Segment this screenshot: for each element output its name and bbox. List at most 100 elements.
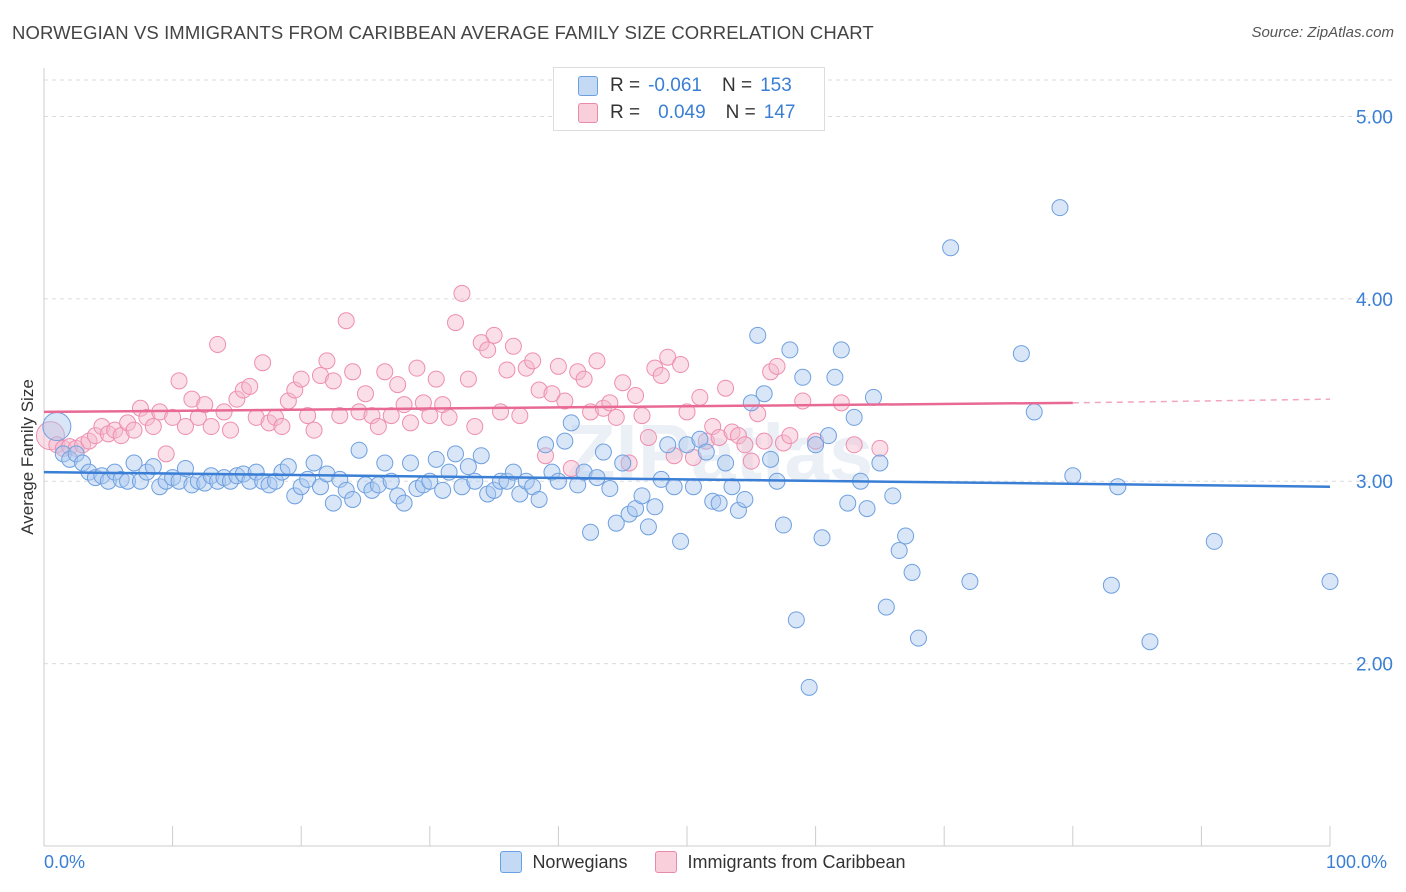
point-norwegians bbox=[1205, 532, 1223, 550]
point-caribbean bbox=[202, 418, 220, 436]
point-norwegians bbox=[794, 368, 812, 386]
trend-line-caribbean-extension bbox=[1072, 398, 1331, 404]
point-caribbean bbox=[395, 396, 413, 414]
r-value: -0.061 bbox=[648, 75, 702, 96]
point-norwegians bbox=[1025, 403, 1043, 421]
point-norwegians bbox=[549, 472, 567, 490]
point-caribbean bbox=[614, 374, 632, 392]
point-norwegians bbox=[839, 494, 857, 512]
point-norwegians bbox=[884, 487, 902, 505]
point-caribbean bbox=[562, 459, 580, 477]
y-tick-labels: 2.00 3.00 4.00 5.00 bbox=[1356, 107, 1393, 675]
point-norwegians bbox=[125, 454, 143, 472]
point-caribbean bbox=[369, 418, 387, 436]
point-norwegians bbox=[337, 481, 355, 499]
point-caribbean bbox=[86, 427, 104, 445]
point-caribbean bbox=[311, 366, 329, 384]
point-caribbean bbox=[305, 421, 323, 439]
point-caribbean bbox=[331, 407, 349, 425]
point-norwegians bbox=[434, 481, 452, 499]
point-norwegians bbox=[684, 478, 702, 496]
point-caribbean bbox=[652, 366, 670, 384]
point-norwegians bbox=[800, 678, 818, 696]
point-norwegians bbox=[961, 573, 979, 591]
point-norwegians bbox=[864, 388, 882, 406]
point-caribbean bbox=[691, 388, 709, 406]
point-norwegians bbox=[67, 445, 85, 463]
point-caribbean bbox=[871, 439, 889, 457]
point-norwegians bbox=[601, 480, 619, 498]
point-caribbean bbox=[421, 407, 439, 425]
legend-item-caribbean: Immigrants from Caribbean bbox=[655, 851, 906, 873]
chart-title: NORWEGIAN VS IMMIGRANTS FROM CARIBBEAN A… bbox=[12, 22, 874, 43]
point-norwegians bbox=[543, 463, 561, 481]
point-norwegians bbox=[787, 611, 805, 629]
point-norwegians bbox=[710, 494, 728, 512]
point-caribbean bbox=[241, 377, 259, 395]
point-norwegians bbox=[819, 427, 837, 445]
point-norwegians bbox=[447, 445, 465, 463]
point-caribbean bbox=[273, 418, 291, 436]
point-caribbean bbox=[209, 335, 227, 353]
point-norwegians bbox=[485, 481, 503, 499]
n-value: 147 bbox=[763, 102, 796, 123]
point-caribbean bbox=[299, 407, 317, 425]
point-caribbean bbox=[774, 434, 792, 452]
point-caribbean bbox=[170, 372, 188, 390]
axes bbox=[43, 68, 1331, 847]
point-caribbean bbox=[575, 370, 593, 388]
point-caribbean bbox=[794, 392, 812, 410]
point-norwegians bbox=[228, 467, 246, 485]
point-caribbean bbox=[119, 414, 137, 432]
point-norwegians bbox=[1109, 478, 1127, 496]
point-norwegians bbox=[942, 239, 960, 257]
y-tick-label: 4.00 bbox=[1356, 290, 1393, 311]
point-norwegians bbox=[344, 490, 362, 508]
n-label: N = bbox=[721, 75, 753, 96]
point-norwegians bbox=[729, 501, 747, 519]
point-norwegians bbox=[42, 412, 72, 442]
point-caribbean bbox=[447, 314, 465, 332]
point-caribbean bbox=[324, 372, 342, 390]
trend-lines bbox=[43, 398, 1331, 488]
r-label: R = bbox=[610, 75, 641, 96]
point-norwegians bbox=[678, 436, 696, 454]
point-norwegians bbox=[781, 341, 799, 359]
point-caribbean bbox=[517, 359, 535, 377]
point-caribbean bbox=[440, 408, 458, 426]
point-caribbean bbox=[286, 381, 304, 399]
point-norwegians bbox=[1321, 573, 1339, 591]
point-norwegians bbox=[350, 441, 368, 459]
point-norwegians bbox=[877, 598, 895, 616]
point-norwegians bbox=[427, 450, 445, 468]
point-norwegians bbox=[845, 408, 863, 426]
trend-line-norwegians bbox=[43, 470, 1331, 488]
point-norwegians bbox=[1012, 345, 1030, 363]
point-caribbean bbox=[459, 370, 477, 388]
point-caribbean bbox=[588, 352, 606, 370]
point-norwegians bbox=[749, 326, 767, 344]
point-caribbean bbox=[781, 427, 799, 445]
point-caribbean bbox=[607, 408, 625, 426]
point-norwegians bbox=[736, 490, 754, 508]
legend-swatch-caribbean bbox=[655, 851, 678, 873]
point-norwegians bbox=[1102, 576, 1120, 594]
point-norwegians bbox=[755, 385, 773, 403]
point-caribbean bbox=[221, 421, 239, 439]
point-caribbean bbox=[376, 363, 394, 381]
point-caribbean bbox=[479, 341, 497, 359]
point-caribbean bbox=[157, 445, 175, 463]
point-norwegians bbox=[575, 463, 593, 481]
point-norwegians bbox=[112, 470, 130, 488]
point-norwegians bbox=[1141, 633, 1159, 651]
point-norwegians bbox=[504, 463, 522, 481]
point-caribbean bbox=[530, 381, 548, 399]
point-norwegians bbox=[704, 492, 722, 510]
legend-item-norwegians: Norwegians bbox=[500, 851, 627, 873]
point-caribbean bbox=[344, 363, 362, 381]
point-norwegians bbox=[774, 516, 792, 534]
point-caribbean bbox=[427, 370, 445, 388]
point-caribbean bbox=[144, 418, 162, 436]
point-caribbean bbox=[318, 352, 336, 370]
